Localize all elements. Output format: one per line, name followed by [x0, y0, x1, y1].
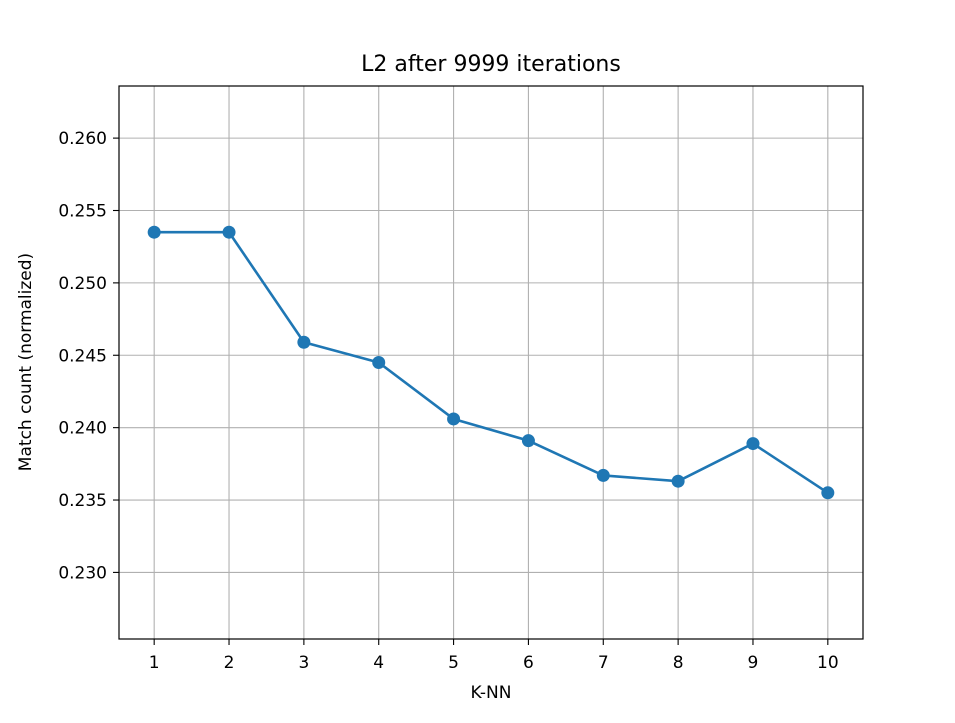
x-tick-label: 9	[748, 653, 759, 673]
y-tick-label: 0.245	[58, 346, 107, 366]
x-tick-label: 6	[523, 653, 534, 673]
x-tick-label: 7	[598, 653, 609, 673]
x-axis-label: K-NN	[471, 683, 512, 703]
data-point	[222, 225, 236, 239]
y-tick-label: 0.250	[58, 274, 107, 294]
chart-title: L2 after 9999 iterations	[361, 52, 621, 77]
data-point	[297, 335, 311, 349]
ticks: 1 2 3 4 5 6 7 8 9 10 0.230 0.235 0.240 0.245 0.250 0.25…	[58, 129, 838, 673]
series-layer	[147, 225, 835, 500]
x-tick-label: 2	[224, 653, 235, 673]
data-point	[821, 486, 835, 500]
y-tick-label: 0.230	[58, 563, 107, 583]
x-tick-label: 4	[373, 653, 384, 673]
y-tick-label: 0.260	[58, 129, 107, 149]
data-point	[671, 474, 685, 488]
data-point	[521, 434, 535, 448]
data-point	[447, 412, 461, 426]
y-tick-label: 0.240	[58, 419, 107, 439]
data-point	[596, 468, 610, 482]
data-point	[372, 356, 386, 369]
data-point	[147, 225, 161, 239]
grid	[119, 86, 863, 639]
x-tick-label: 8	[673, 653, 684, 673]
x-tick-label: 10	[817, 653, 839, 673]
series-line	[154, 230, 829, 494]
data-point	[746, 437, 760, 451]
x-tick-label: 5	[448, 653, 459, 673]
plot-frame	[118, 85, 864, 640]
x-tick-label: 1	[149, 653, 160, 673]
y-tick-label: 0.235	[58, 491, 107, 511]
y-axis-label: Match count (normalized)	[16, 253, 36, 471]
x-tick-label: 3	[298, 653, 309, 673]
y-tick-label: 0.255	[58, 201, 107, 221]
